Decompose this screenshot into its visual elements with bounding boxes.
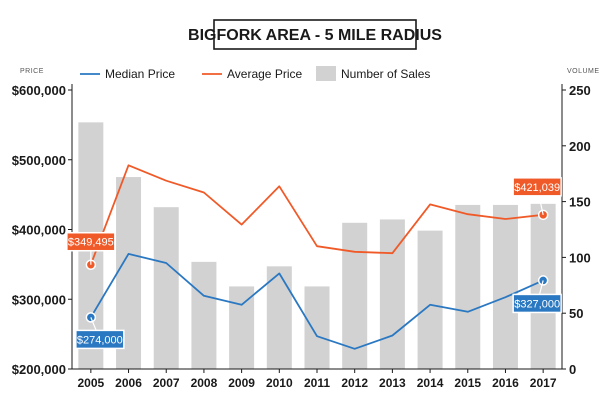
left-tick-label: $400,000 [12, 223, 66, 238]
title-box [213, 19, 417, 50]
x-tick-label: 2009 [228, 376, 255, 390]
left-tick-label: $600,000 [12, 83, 66, 98]
bar-number-of-sales-2007 [153, 207, 179, 369]
legend-label-average-price: Average Price [227, 67, 302, 81]
left-axis-title: PRICE [20, 68, 44, 75]
bar-number-of-sales-2008 [191, 261, 217, 369]
line-median-price [90, 252, 544, 350]
right-tick-label: 50 [569, 306, 583, 321]
x-tick-label: 2016 [492, 376, 519, 390]
left-tick-label: $500,000 [12, 153, 66, 168]
x-tick-label: 2017 [530, 376, 557, 390]
callouts-layer: $349,495 $421,039 $274,000 $327,000 [66, 177, 562, 350]
title-group: BIGFORK AREA - 5 MILE RADIUS [188, 19, 442, 50]
axes-layer: $200,000 $300,000 $400,000 $500,000 $600,000… [12, 83, 591, 390]
bar-number-of-sales-2010 [266, 266, 292, 369]
legend-swatch-number-of-sales [316, 66, 336, 81]
callout-label-median-price: $274,000 [77, 334, 123, 346]
x-tick-label: 2005 [77, 376, 104, 390]
x-tick-label: 2006 [115, 376, 142, 390]
x-tick-label: 2008 [191, 376, 218, 390]
left-tick-label: $200,000 [12, 362, 66, 377]
line-average-price [89, 164, 544, 266]
callout-label-median-price: $327,000 [514, 298, 560, 310]
x-tick-label: 2012 [341, 376, 368, 390]
right-tick-label: 200 [569, 139, 591, 154]
right-tick-label: 0 [569, 362, 576, 377]
bar-number-of-sales-2011 [304, 286, 330, 369]
callout-box-median-price [75, 329, 125, 350]
bar-number-of-sales-2009 [229, 286, 255, 369]
x-tick-label: 2011 [304, 376, 330, 390]
legend-label-number-of-sales: Number of Sales [341, 67, 430, 81]
bar-number-of-sales-2016 [492, 204, 518, 369]
left-tick-label: $300,000 [12, 292, 66, 307]
x-tick-label: 2015 [454, 376, 481, 390]
x-tick-label: 2014 [417, 376, 444, 390]
x-tick-label: 2013 [379, 376, 406, 390]
bar-number-of-sales-2014 [417, 230, 443, 369]
bar-number-of-sales-2015 [455, 204, 481, 369]
lines-layer [89, 164, 544, 350]
right-axis-title: VOLUME [567, 68, 600, 75]
x-tick-label: 2007 [153, 376, 180, 390]
chart-title: BIGFORK AREA - 5 MILE RADIUS [188, 27, 442, 44]
legend: Median Price Average Price Number of Sales [80, 66, 430, 81]
right-tick-label: 100 [569, 250, 591, 265]
callout-box-average-price [512, 177, 562, 197]
bar-number-of-sales-2012 [342, 222, 368, 369]
right-tick-label: 150 [569, 195, 591, 210]
callout-label-average-price: $421,039 [514, 182, 560, 194]
callout-box-average-price [66, 231, 116, 252]
bar-number-of-sales-2013 [379, 219, 405, 369]
callout-label-average-price: $349,495 [68, 237, 114, 249]
callout-box-median-price [512, 293, 562, 314]
legend-label-median-price: Median Price [105, 67, 175, 81]
bar-number-of-sales-2017 [530, 203, 556, 369]
right-tick-label: 250 [569, 83, 591, 98]
x-tick-label: 2010 [266, 376, 293, 390]
